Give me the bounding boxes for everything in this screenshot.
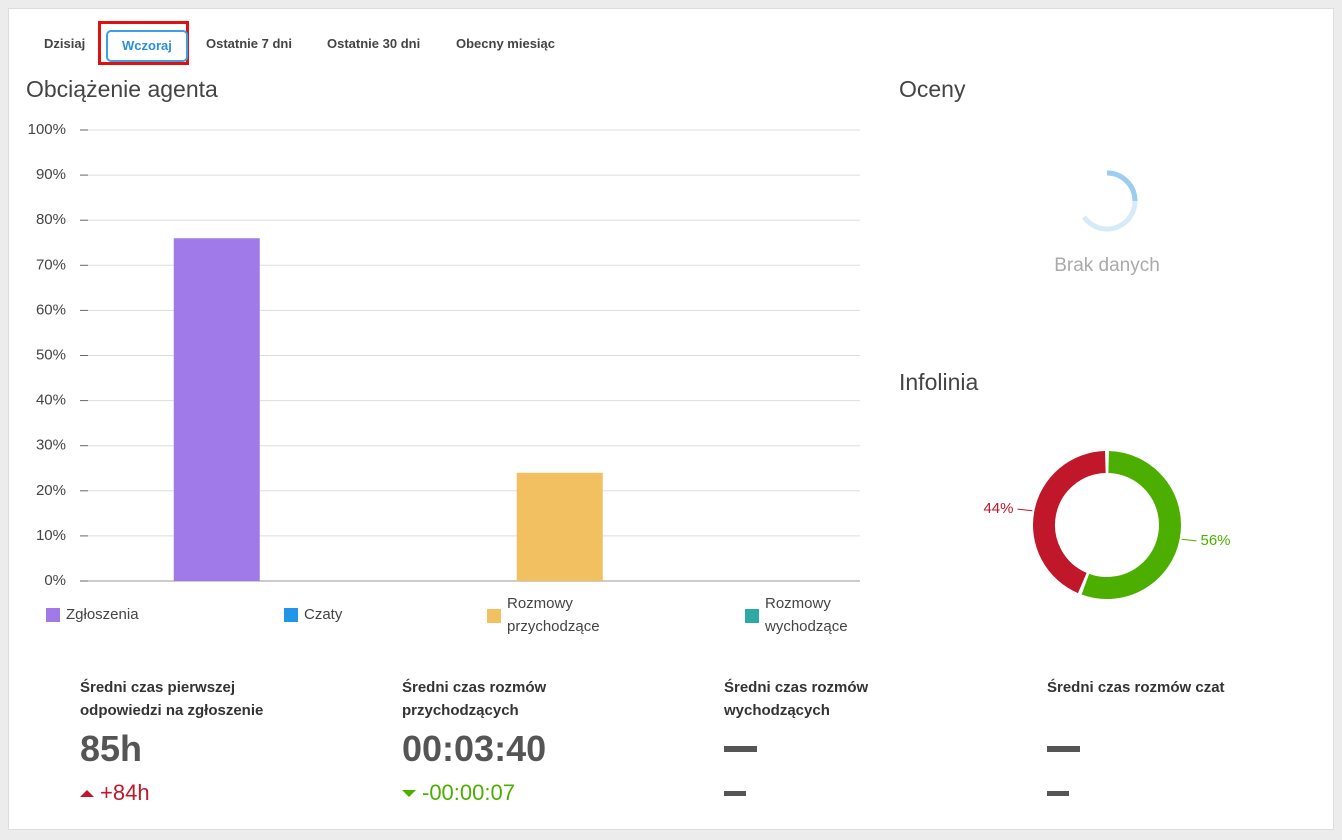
stat-value: 85h	[80, 728, 143, 769]
empty-delta	[724, 791, 746, 796]
legend-label: Czaty	[304, 606, 343, 623]
legend-swatch	[487, 609, 501, 623]
legend-swatch	[284, 608, 298, 622]
stat-value: 00:03:40	[402, 728, 547, 769]
tab[interactable]: Dzisiaj	[44, 36, 86, 51]
pie-title: Infolinia	[899, 369, 979, 395]
pie-slice	[1033, 451, 1107, 594]
y-tick-label: 80%	[36, 211, 66, 228]
bar	[173, 238, 260, 582]
chart-title: Obciążenie agenta	[26, 76, 218, 102]
ratings-title: Oceny	[899, 76, 966, 102]
stat-label: Średni czas rozmów wychodzących	[724, 679, 869, 719]
stat-delta: -00:00:07	[422, 780, 515, 805]
stat-delta: +84h	[100, 780, 150, 805]
spinner-head	[1106, 170, 1138, 202]
leader-line	[1181, 538, 1197, 542]
legend-item: Czaty	[284, 603, 414, 626]
legend-label: Rozmowy przychodzące	[507, 595, 600, 635]
y-tick-label: 60%	[36, 301, 66, 318]
leader-line	[1017, 508, 1033, 512]
y-tick-label: 50%	[36, 346, 66, 363]
stat-label: Średni czas pierwszej odpowiedzi na zgło…	[80, 679, 264, 719]
empty-value	[724, 746, 757, 752]
pie-slice	[1081, 451, 1181, 599]
y-tick-label: 20%	[36, 482, 66, 499]
legend-label: Rozmowy wychodzące	[765, 595, 848, 635]
tab[interactable]: Ostatnie 7 dni	[206, 36, 292, 51]
y-tick-label: 0%	[44, 572, 66, 589]
y-tick-label: 100%	[28, 121, 66, 138]
legend-item: Rozmowy wychodzące	[745, 592, 875, 638]
bar	[516, 472, 603, 581]
value-label: 56%	[1200, 532, 1230, 549]
legend-item: Zgłoszenia	[46, 603, 176, 626]
y-tick-label: 90%	[36, 166, 66, 183]
y-tick-label: 40%	[36, 392, 66, 409]
stat-label: Średni czas rozmów czat	[1047, 679, 1225, 696]
y-tick-label: 30%	[36, 437, 66, 454]
stat-label: Średni czas rozmów przychodzących	[402, 679, 547, 719]
tab[interactable]: Wczoraj	[106, 30, 188, 62]
tab[interactable]: Obecny miesiąc	[456, 36, 555, 51]
y-tick-label: 10%	[36, 527, 66, 544]
y-tick-label: 70%	[36, 256, 66, 273]
trend-arrow	[80, 790, 94, 797]
legend-label: Zgłoszenia	[66, 606, 139, 623]
value-label: 44%	[983, 500, 1013, 517]
legend-swatch	[745, 609, 759, 623]
legend-swatch	[46, 608, 60, 622]
empty-value	[1047, 746, 1080, 752]
legend-item: Rozmowy przychodzące	[487, 592, 617, 638]
empty-message: Brak danych	[1054, 255, 1160, 276]
tab[interactable]: Ostatnie 30 dni	[327, 36, 421, 51]
empty-delta	[1047, 791, 1069, 796]
trend-arrow	[402, 790, 416, 797]
